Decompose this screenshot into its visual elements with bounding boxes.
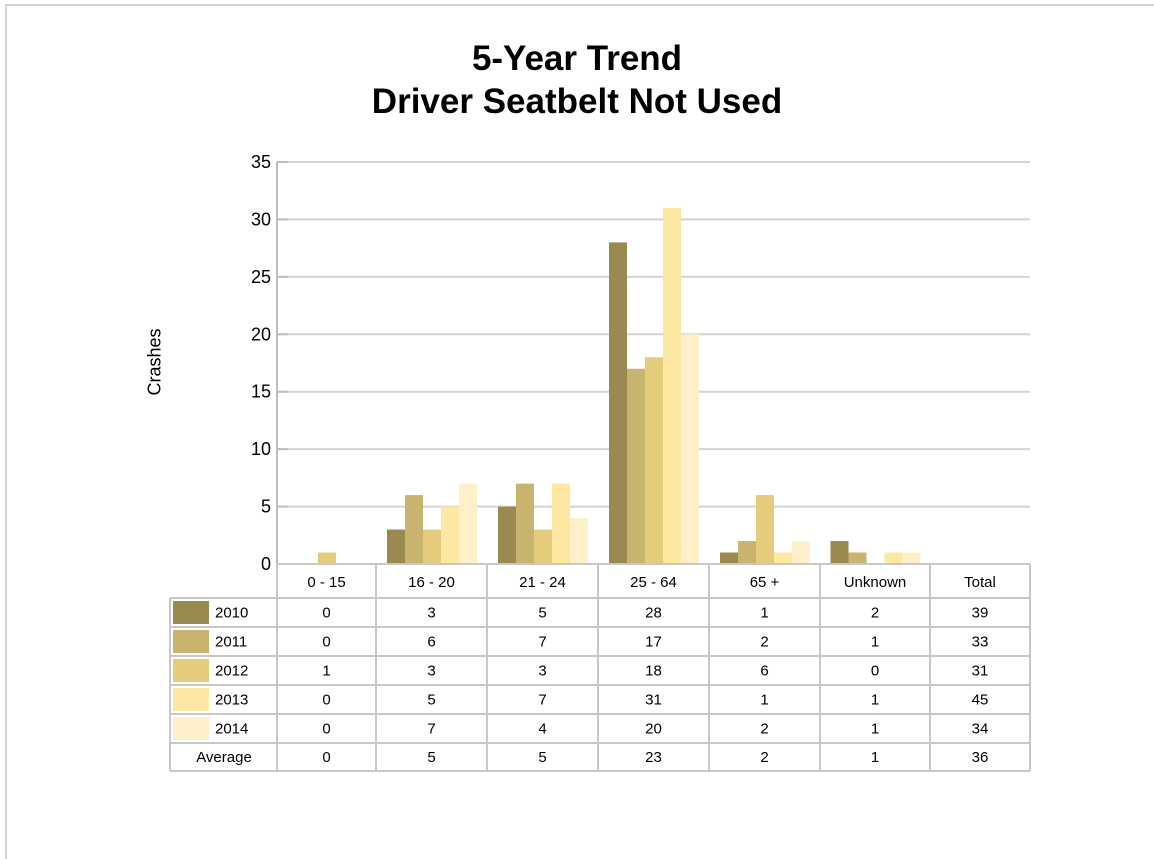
y-tick-label: 20 [251, 324, 271, 344]
bar [792, 541, 810, 564]
data-label: 1 [871, 749, 879, 766]
bar [681, 334, 699, 564]
x-tick-label: 65 + [750, 574, 780, 591]
data-label: 3 [427, 605, 435, 622]
bar [756, 495, 774, 564]
data-label: 5 [538, 605, 546, 622]
x-tick-label: Total [964, 574, 996, 591]
data-label: 0 [322, 634, 330, 651]
y-tick-label: 30 [251, 209, 271, 229]
bar [774, 552, 792, 564]
data-label: 5 [427, 749, 435, 766]
data-label: 1 [871, 692, 879, 709]
data-label: 3 [538, 663, 546, 680]
data-label: 1 [322, 663, 330, 680]
x-tick-label: 21 - 24 [519, 574, 566, 591]
data-label: 1 [760, 692, 768, 709]
bar [663, 207, 681, 564]
row-label: Average [196, 749, 252, 766]
legend-swatch [173, 601, 209, 624]
legend-swatch [173, 717, 209, 740]
legend-label: 2012 [215, 663, 248, 680]
data-label: 0 [322, 721, 330, 738]
data-label: 2 [760, 721, 768, 738]
data-label: 6 [760, 663, 768, 680]
y-tick-label: 35 [251, 152, 271, 172]
y-tick-label: 5 [261, 497, 271, 517]
y-tick-label: 15 [251, 382, 271, 402]
data-label: 1 [760, 605, 768, 622]
data-label: 5 [427, 692, 435, 709]
bar [738, 541, 756, 564]
data-label: 34 [972, 721, 989, 738]
bar [884, 552, 903, 564]
x-tick-label: 0 - 15 [307, 574, 345, 591]
data-label: 2 [871, 605, 879, 622]
data-label: 4 [538, 721, 546, 738]
data-label: 20 [645, 721, 662, 738]
data-label: 0 [322, 692, 330, 709]
data-label: 0 [871, 663, 879, 680]
data-label: 23 [645, 749, 662, 766]
bar [627, 368, 645, 564]
data-label: 1 [871, 634, 879, 651]
legend-swatch [173, 630, 209, 653]
legend-label: 2013 [215, 692, 248, 709]
data-label: 45 [972, 692, 989, 709]
data-label: 7 [538, 692, 546, 709]
bar [516, 483, 534, 564]
bar [848, 552, 867, 564]
bar [459, 483, 477, 564]
bar [405, 495, 423, 564]
y-tick-label: 0 [261, 554, 271, 574]
y-tick-label: 25 [251, 267, 271, 287]
bar [645, 357, 663, 564]
data-label: 2 [760, 634, 768, 651]
chart-subtitle: Driver Seatbelt Not Used [371, 82, 783, 121]
data-label: 39 [972, 605, 989, 622]
data-label: 17 [645, 634, 662, 651]
data-label: 31 [972, 663, 989, 680]
data-label: 3 [427, 663, 435, 680]
legend-label: 2010 [215, 605, 248, 622]
bar [423, 529, 441, 564]
data-label: 7 [427, 721, 435, 738]
y-tick-label: 10 [251, 439, 271, 459]
bar [720, 552, 738, 564]
data-label: 1 [871, 721, 879, 738]
data-label: 7 [538, 634, 546, 651]
legend-swatch [173, 688, 209, 711]
data-label: 2 [760, 749, 768, 766]
bar [498, 506, 516, 564]
data-label: 0 [322, 749, 330, 766]
data-label: 0 [322, 605, 330, 622]
bar [570, 518, 588, 564]
bar [609, 242, 627, 564]
bar [552, 483, 570, 564]
chart-frame [5, 4, 1154, 859]
data-label: 36 [972, 749, 989, 766]
chart-title: 5-Year Trend [471, 39, 683, 78]
legend-label: 2011 [215, 634, 247, 651]
bar [830, 541, 849, 564]
data-label: 28 [645, 605, 662, 622]
legend-label: 2014 [215, 721, 248, 738]
bar [534, 529, 552, 564]
data-label: 33 [972, 634, 989, 651]
bar [441, 506, 459, 564]
x-tick-label: 25 - 64 [630, 574, 677, 591]
bar [387, 529, 405, 564]
bar [318, 552, 336, 564]
data-label: 5 [538, 749, 546, 766]
x-tick-label: 16 - 20 [408, 574, 455, 591]
x-tick-label: Unknown [844, 574, 907, 591]
data-label: 18 [645, 663, 662, 680]
data-label: 6 [427, 634, 435, 651]
bar [902, 552, 921, 564]
legend-swatch [173, 659, 209, 682]
data-label: 31 [645, 692, 662, 709]
